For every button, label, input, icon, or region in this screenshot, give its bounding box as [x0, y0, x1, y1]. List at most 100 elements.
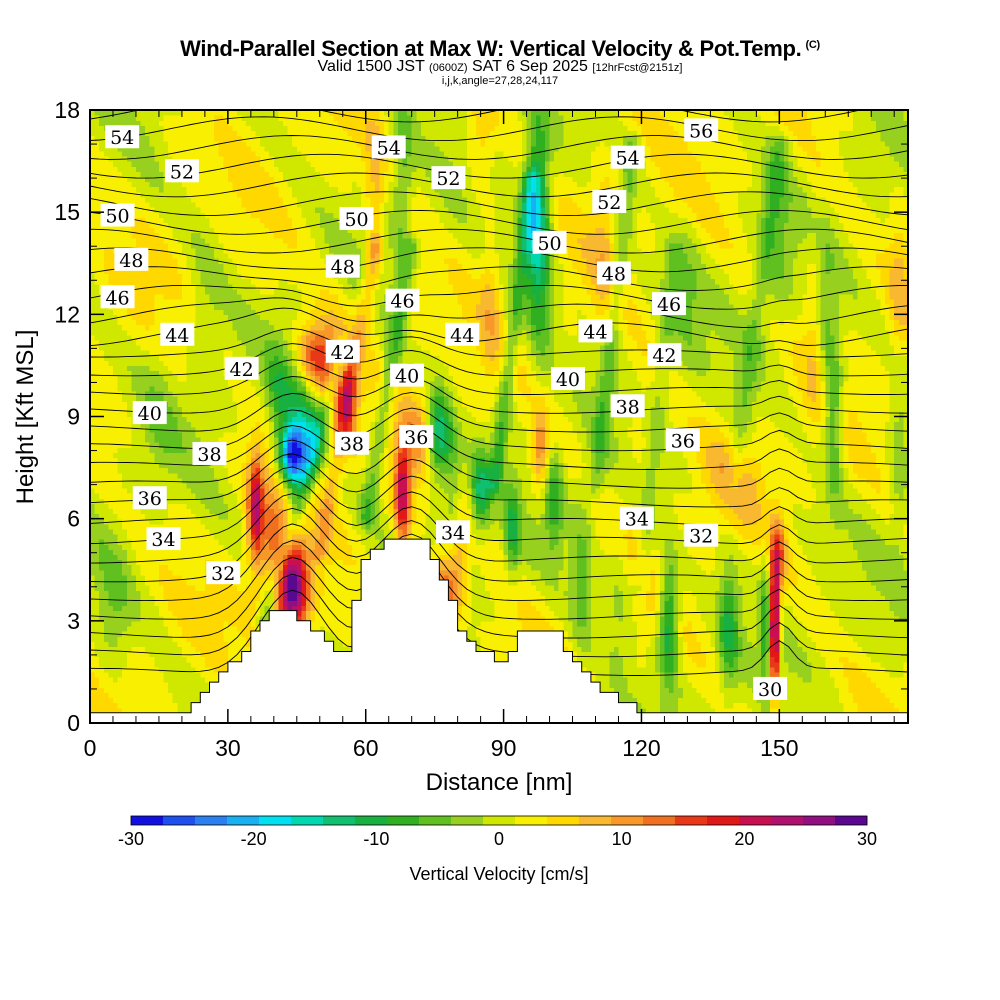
colorbar-title: Vertical Velocity [cm/s] [409, 864, 588, 884]
contour-label-box [390, 363, 425, 387]
colorbar-swatch [355, 816, 388, 825]
chart-title: Wind-Parallel Section at Max W: Vertical… [0, 36, 1000, 62]
contour-label-box [431, 166, 466, 190]
contour-label-box [665, 428, 700, 452]
contour-label: 36 [138, 488, 162, 510]
colorbar-tick-label: 10 [612, 829, 632, 849]
contour-label-box [619, 506, 654, 530]
valid-prefix: Valid 1500 JST [318, 58, 425, 75]
x-tick-label: 90 [491, 735, 517, 761]
contour-label: 50 [344, 209, 368, 231]
colorbar-swatch [547, 816, 580, 825]
x-tick-label: 150 [760, 735, 798, 761]
colorbar-swatch [771, 816, 804, 825]
y-tick-label: 0 [67, 710, 80, 736]
contour-label: 52 [597, 192, 621, 214]
x-tick-label: 60 [353, 735, 379, 761]
y-tick-label: 9 [67, 404, 80, 430]
contour-label-box [132, 401, 167, 425]
colorbar-swatch [579, 816, 612, 825]
y-axis-title: Height [Kft MSL] [12, 330, 39, 505]
contour-label-box [146, 527, 181, 551]
colorbar-tick-label: 20 [734, 829, 754, 849]
contour-label-box [224, 356, 259, 380]
contour-label-box [652, 292, 687, 316]
contour-label: 40 [556, 369, 580, 391]
contour-label: 34 [151, 529, 175, 551]
colorbar-frame [130, 815, 868, 826]
contour-label: 46 [105, 287, 129, 309]
contour-label: 46 [390, 291, 414, 313]
contour-label-box [596, 261, 631, 285]
vertical-velocity-field [90, 110, 908, 723]
colorbar-tick-label: -20 [241, 829, 267, 849]
contour-label: 44 [583, 321, 607, 343]
contour-label: 52 [170, 161, 194, 183]
contour-label: 56 [689, 120, 713, 142]
contour-label: 40 [138, 403, 162, 425]
colorbar-swatch [419, 816, 452, 825]
contour-label-box [684, 118, 719, 142]
y-tick-label: 3 [67, 608, 80, 634]
contour-label-box [325, 254, 360, 278]
contour-label-box [647, 343, 682, 367]
contour-label-box [325, 339, 360, 363]
colorbar-swatch [707, 816, 740, 825]
x-axis-title: Distance [nm] [426, 769, 573, 796]
contour-label-box [436, 520, 471, 544]
colorbar-tick-label: 30 [857, 829, 877, 849]
valid-date: SAT 6 Sep 2025 [472, 58, 588, 75]
contour-label-box [399, 424, 434, 448]
colorbar-swatch [803, 816, 836, 825]
terrain [90, 538, 908, 723]
contour-label: 48 [602, 263, 626, 285]
colorbar-swatch [323, 816, 356, 825]
contour-label: 42 [652, 345, 676, 367]
contour-label: 44 [165, 325, 189, 347]
y-tick-label: 18 [54, 97, 80, 123]
contour-label: 36 [404, 427, 428, 449]
contour-label: 34 [625, 509, 649, 531]
colorbar-swatch [291, 816, 324, 825]
contour-label-box [532, 230, 567, 254]
contour-label-box [610, 394, 645, 418]
colorbar-swatch [739, 816, 772, 825]
x-tick-label: 30 [215, 735, 241, 761]
contour-label-box [339, 206, 374, 230]
colorbar-swatch [259, 816, 292, 825]
contour-label: 34 [441, 522, 465, 544]
contour-label: 48 [331, 257, 355, 279]
x-tick-label: 120 [622, 735, 660, 761]
colorbar-tick-label: -30 [118, 829, 144, 849]
colorbar-swatch [195, 816, 228, 825]
forecast-info: [12hrFcst@2151z] [592, 62, 682, 74]
contour-label: 50 [537, 233, 561, 255]
contour-label: 48 [119, 250, 143, 272]
contour-label: 38 [616, 396, 640, 418]
contour-label-box [192, 441, 227, 465]
contour-label-box [592, 189, 627, 213]
contour-label: 46 [657, 294, 681, 316]
contour-label: 32 [689, 526, 713, 548]
contour-label-box [114, 247, 149, 271]
contour-label-box [206, 561, 241, 585]
colorbar-swatch [515, 816, 548, 825]
colorbar: -30 -20 -10 0 10 20 30 [118, 815, 877, 849]
contour-label-box [160, 322, 195, 346]
contour-label: 52 [436, 168, 460, 190]
contour-labels: 54 52 50 48 46 44 42 40 38 36 34 32 54 52 50 48 46 44 42 40… [100, 118, 788, 701]
contour-label-box [132, 486, 167, 510]
contour-label-box [684, 523, 719, 547]
contour-label-box [753, 676, 788, 700]
colorbar-swatch [643, 816, 676, 825]
colorbar-swatch [387, 816, 420, 825]
colorbar-tick-label: -10 [363, 829, 389, 849]
valid-time: Valid 1500 JST (0600Z) SAT 6 Sep 2025 [1… [0, 58, 1000, 76]
title-mark: (C) [805, 39, 820, 51]
colorbar-swatch [835, 816, 868, 825]
y-tick-label: 15 [54, 199, 80, 225]
colorbar-swatch [611, 816, 644, 825]
colorbar-swatch [483, 816, 516, 825]
